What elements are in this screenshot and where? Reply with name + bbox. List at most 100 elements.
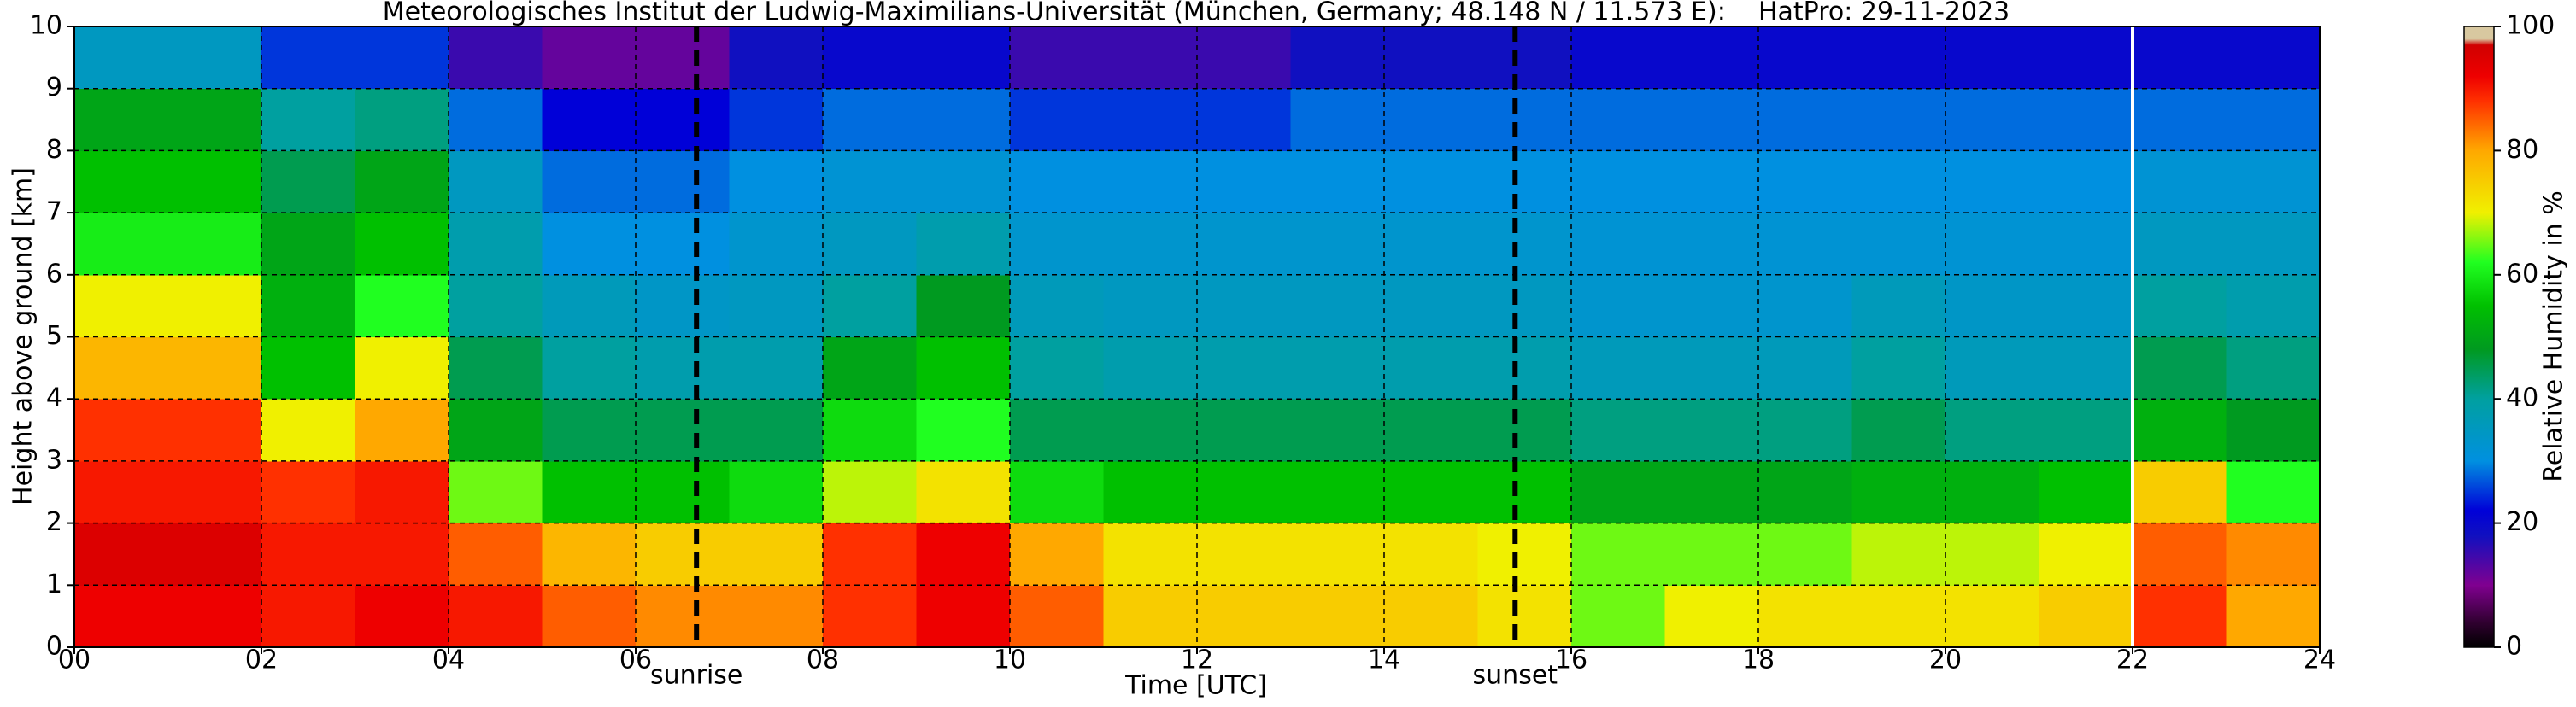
heatmap-cell xyxy=(1758,336,1852,400)
heatmap-cell xyxy=(1103,26,1198,90)
heatmap-cell xyxy=(2133,336,2227,400)
heatmap-cell xyxy=(729,399,824,462)
heatmap-cell xyxy=(729,274,824,337)
heatmap-cell xyxy=(74,274,168,337)
x-tick-label: 06 xyxy=(619,646,652,675)
heatmap-cell xyxy=(1571,213,1665,276)
heatmap-cell xyxy=(2226,274,2321,337)
heatmap-cell xyxy=(1758,399,1852,462)
heatmap-cell xyxy=(1103,336,1198,400)
heatmap-cell xyxy=(916,88,1011,151)
heatmap-cell xyxy=(823,88,917,151)
heatmap-cell xyxy=(1664,336,1759,400)
colorbar-tick-label: 80 xyxy=(2506,135,2538,165)
heatmap-cell xyxy=(2133,150,2227,213)
heatmap-cell xyxy=(1945,213,2039,276)
x-tick-label: 00 xyxy=(58,646,91,675)
heatmap-cell xyxy=(1571,150,1665,213)
heatmap-cell xyxy=(729,213,824,276)
heatmap-cell xyxy=(2226,523,2321,586)
heatmap-cell xyxy=(74,399,168,462)
heatmap-cell xyxy=(1010,274,1104,337)
heatmap-cell xyxy=(2226,150,2321,213)
heatmap-cell xyxy=(1664,523,1759,586)
heatmap-cell xyxy=(74,213,168,276)
heatmap-cell xyxy=(2226,399,2321,462)
y-tick-label: 9 xyxy=(46,73,62,102)
heatmap-cell xyxy=(916,26,1011,90)
y-axis-label: Height above ground [km] xyxy=(9,167,38,505)
heatmap-cell xyxy=(1758,460,1852,524)
heatmap-cell xyxy=(542,585,637,648)
x-tick-label: 24 xyxy=(2303,646,2336,675)
heatmap-cell xyxy=(1477,460,1572,524)
heatmap-cell xyxy=(1571,460,1665,524)
heatmap-cell xyxy=(2226,585,2321,648)
heatmap-cell xyxy=(355,26,449,90)
heatmap-cell xyxy=(1010,213,1104,276)
heatmap-cell xyxy=(1571,274,1665,337)
heatmap-cell xyxy=(449,336,543,400)
heatmap-cell xyxy=(916,460,1011,524)
heatmap-cell xyxy=(823,585,917,648)
colorbar-label: Relative Humidity in % xyxy=(2539,190,2569,482)
heatmap-cell xyxy=(1664,399,1759,462)
heatmap-cell xyxy=(261,399,355,462)
heatmap-cell xyxy=(636,26,730,90)
heatmap-cell xyxy=(636,399,730,462)
heatmap-cell xyxy=(636,213,730,276)
heatmap-cell xyxy=(1477,274,1572,337)
heatmap-cell xyxy=(1945,26,2039,90)
heatmap-cell xyxy=(355,460,449,524)
heatmap-cell xyxy=(823,523,917,586)
heatmap-cell xyxy=(1477,150,1572,213)
heatmap-cell xyxy=(449,150,543,213)
heatmap-cell xyxy=(2226,336,2321,400)
heatmap-cell xyxy=(1664,213,1759,276)
heatmap-cell xyxy=(1197,88,1291,151)
heatmap-cell xyxy=(1945,150,2039,213)
heatmap-cell xyxy=(2133,399,2227,462)
heatmap-cell xyxy=(1851,399,1946,462)
heatmap-cell xyxy=(74,150,168,213)
heatmap-cell xyxy=(2133,460,2227,524)
heatmap-cell xyxy=(1477,523,1572,586)
heatmap-cell xyxy=(1197,274,1291,337)
heatmap-cell xyxy=(2039,336,2133,400)
heatmap-cell xyxy=(167,150,262,213)
heatmap-cell xyxy=(2039,88,2133,151)
heatmap-cell xyxy=(355,88,449,151)
x-tick-label: 10 xyxy=(994,646,1026,675)
heatmap-cell xyxy=(261,26,355,90)
heatmap-cell xyxy=(542,274,637,337)
heatmap-cell xyxy=(1384,88,1478,151)
heatmap-cell xyxy=(1945,336,2039,400)
heatmap-cell xyxy=(1290,523,1385,586)
heatmap-cell xyxy=(167,399,262,462)
x-tick-label: 02 xyxy=(245,646,278,675)
heatmap-cell xyxy=(729,26,824,90)
heatmap-cell xyxy=(2133,523,2227,586)
heatmap-cell xyxy=(916,523,1011,586)
heatmap-cell xyxy=(74,523,168,586)
heatmap-cell xyxy=(1384,150,1478,213)
heatmap-cell xyxy=(449,399,543,462)
heatmap-cell xyxy=(261,460,355,524)
heatmap-cell xyxy=(823,460,917,524)
heatmap-cell xyxy=(542,336,637,400)
heatmap-cell xyxy=(449,523,543,586)
heatmap-cell xyxy=(1851,26,1946,90)
y-tick-label: 6 xyxy=(46,259,62,289)
heatmap-cell xyxy=(636,460,730,524)
heatmap-cell xyxy=(1197,399,1291,462)
heatmap-cell xyxy=(261,585,355,648)
plot-frame xyxy=(73,26,2321,648)
x-tick-label: 22 xyxy=(2116,646,2149,675)
heatmap-cell xyxy=(2226,213,2321,276)
heatmap-cell xyxy=(167,26,262,90)
heatmap-cell xyxy=(167,88,262,151)
x-axis-label: Time [UTC] xyxy=(1124,671,1267,701)
heatmap-cell xyxy=(1758,88,1852,151)
y-tick-label: 4 xyxy=(46,383,62,413)
heatmap-cell xyxy=(167,585,262,648)
